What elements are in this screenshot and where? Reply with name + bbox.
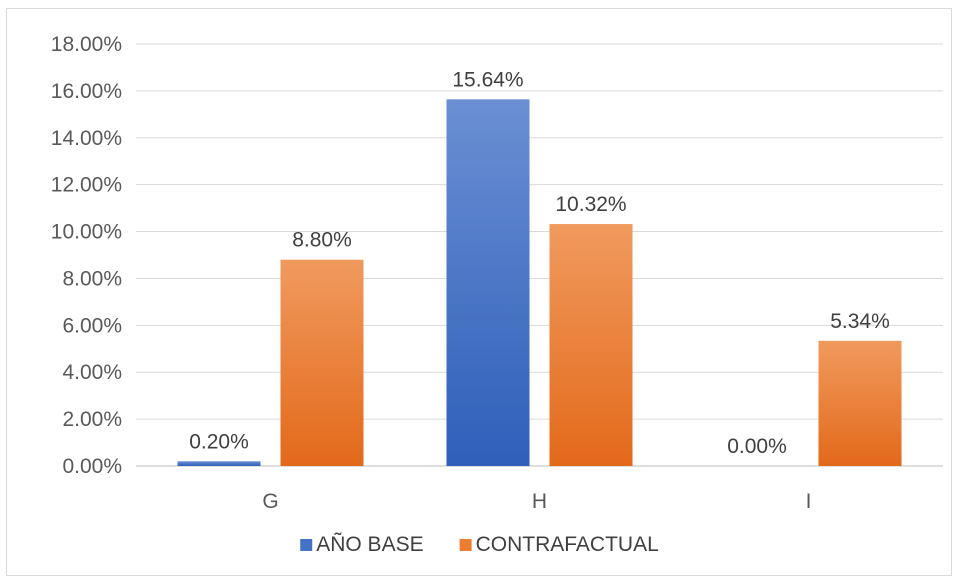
data-labels: 0.20% 8.80% 15.64% 10.32% 0.00% 5.34%	[189, 68, 890, 458]
y-axis: 0.00% 2.00% 4.00% 6.00% 8.00% 10.00% 12.00% 14.…	[51, 33, 122, 478]
x-axis: G H I	[262, 490, 811, 513]
gridlines	[136, 43, 943, 467]
y-tick-label: 4.00%	[62, 361, 122, 384]
y-tick-label: 16.00%	[51, 80, 122, 103]
y-tick-label: 8.00%	[62, 267, 122, 290]
bar-contrafactual-h	[549, 224, 633, 466]
legend-swatch	[300, 539, 313, 551]
y-tick-label: 6.00%	[62, 314, 122, 337]
y-tick-label: 12.00%	[51, 174, 122, 197]
y-tick-label: 2.00%	[62, 408, 122, 431]
x-tick-label: G	[262, 490, 278, 513]
y-tick-label: 14.00%	[51, 127, 122, 150]
data-label: 8.80%	[292, 229, 352, 252]
bar-a-o-base-h	[446, 99, 530, 466]
data-label: 15.64%	[452, 68, 523, 91]
x-tick-label: H	[532, 490, 547, 513]
legend: AÑO BASE CONTRAFACTUAL	[300, 532, 659, 556]
legend-label: CONTRAFACTUAL	[476, 533, 659, 556]
data-label: 0.00%	[727, 435, 787, 458]
y-tick-label: 18.00%	[51, 33, 122, 56]
bar-contrafactual-g	[280, 259, 364, 466]
legend-swatch	[459, 539, 472, 551]
data-label: 10.32%	[555, 193, 626, 216]
y-tick-label: 10.00%	[51, 221, 122, 244]
x-tick-label: I	[806, 490, 812, 513]
bars	[177, 99, 902, 466]
legend-label: AÑO BASE	[316, 532, 423, 556]
bar-contrafactual-i	[818, 340, 902, 466]
data-label: 0.20%	[189, 430, 249, 453]
data-label: 5.34%	[830, 310, 890, 333]
bar-a-o-base-g	[177, 461, 261, 466]
y-tick-label: 0.00%	[62, 455, 122, 478]
